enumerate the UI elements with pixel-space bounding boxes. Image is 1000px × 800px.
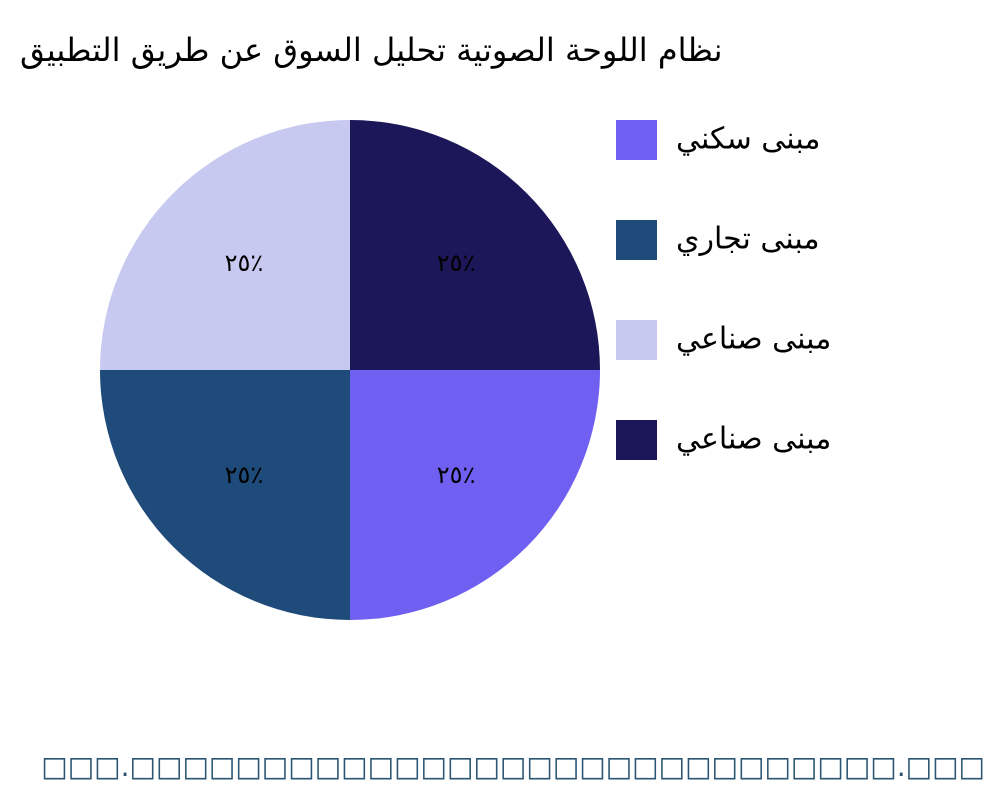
slice-label: ٢٥٪ bbox=[225, 249, 264, 277]
legend-label: مبنى تجاري bbox=[676, 222, 820, 257]
slice-label: ٢٥٪ bbox=[437, 461, 476, 489]
legend-label: مبنى صناعي bbox=[676, 322, 831, 357]
legend-swatch bbox=[616, 220, 657, 260]
pie-slice bbox=[350, 120, 600, 370]
slice-label: ٢٥٪ bbox=[437, 249, 476, 277]
legend-label: مبنى سكني bbox=[676, 122, 820, 157]
legend-swatch bbox=[616, 320, 657, 360]
pie-slice bbox=[350, 370, 600, 620]
legend-label: مبنى صناعي bbox=[676, 422, 831, 457]
legend-swatch bbox=[616, 120, 657, 160]
legend-swatch bbox=[616, 420, 657, 460]
slice-label: ٢٥٪ bbox=[225, 461, 264, 489]
pie-slice bbox=[100, 120, 350, 370]
pie-slice bbox=[100, 370, 350, 620]
chart-title: نظام اللوحة الصوتية تحليل السوق عن طريق … bbox=[20, 31, 723, 69]
source: □□□.□□□□□□□□□□□□□□□□□□□□□□□□□□□□□.□□□ bbox=[41, 750, 985, 783]
